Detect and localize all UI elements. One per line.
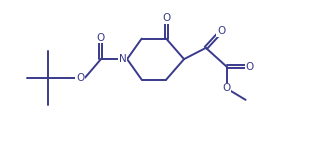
Text: O: O [217,26,225,36]
Text: O: O [246,62,254,72]
Text: O: O [76,73,84,83]
Text: O: O [162,13,170,23]
Text: O: O [223,83,231,93]
Text: O: O [97,33,105,43]
Text: N: N [118,54,126,64]
